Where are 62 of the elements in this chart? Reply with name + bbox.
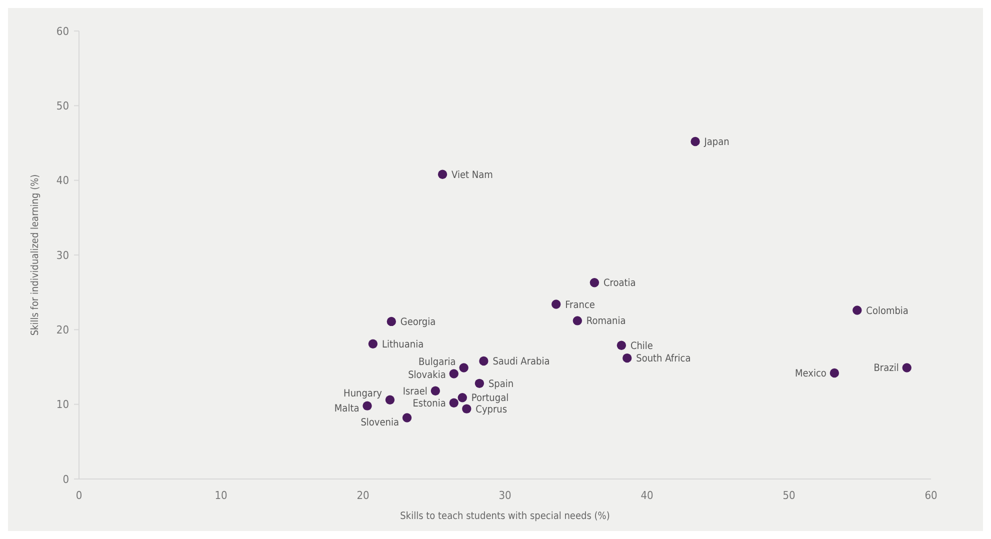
point	[590, 278, 600, 288]
x-tick-label: 0	[76, 489, 82, 502]
y-tick-label: 30	[56, 248, 69, 262]
point	[362, 401, 372, 410]
annotation: Brazil	[874, 363, 899, 374]
annotation: South Africa	[636, 354, 691, 365]
point	[449, 369, 458, 378]
point	[572, 316, 582, 326]
annotation: Spain	[488, 378, 514, 390]
annotation: Portugal	[471, 393, 509, 404]
point	[690, 136, 700, 146]
point	[616, 340, 626, 350]
y-tick-label: 10	[56, 398, 69, 412]
annotation: Japan	[703, 137, 730, 148]
x-tick-label: 40	[640, 489, 654, 502]
annotation: Slovenia	[360, 417, 400, 428]
point	[902, 363, 912, 372]
point	[430, 386, 440, 396]
annotation: Hungary	[344, 388, 383, 400]
x-tick-label: 50	[782, 489, 796, 502]
annotation: Lithuania	[382, 339, 424, 350]
annotation: Cyprus	[476, 404, 508, 416]
point	[368, 339, 378, 348]
annotation: Israel	[402, 386, 428, 398]
point	[462, 404, 472, 414]
point	[479, 356, 488, 366]
annotation: Croatia	[603, 278, 636, 290]
x-tick-label: 20	[356, 489, 370, 502]
annotation: Malta	[334, 403, 360, 414]
annotation: Chile	[630, 340, 654, 352]
y-tick-label: 40	[56, 174, 69, 188]
annotation: Slovakia	[408, 370, 446, 382]
annotation: Estonia	[412, 398, 446, 410]
x-tick-label: 10	[214, 489, 228, 502]
point	[449, 398, 458, 408]
annotation: Viet Nam	[452, 170, 493, 181]
y-axis-title: Skills for individualized learning (%)	[30, 174, 41, 336]
x-tick-label: 30	[498, 489, 512, 502]
y-tick-label: 0	[62, 472, 69, 486]
y-tick-label: 50	[56, 100, 69, 113]
x-axis-title: Skills to teach students with special needs (%)	[400, 511, 610, 522]
annotation: France	[565, 300, 596, 311]
point	[386, 316, 396, 326]
point	[474, 378, 484, 388]
annotation: Mexico	[795, 368, 827, 380]
annotation: Bulgaria	[418, 357, 456, 368]
annotation: Saudi Arabia	[492, 356, 550, 368]
point	[402, 413, 412, 422]
x-tick-label: 60	[924, 489, 938, 502]
annotation: Colombia	[866, 306, 908, 317]
y-tick-label: 60	[56, 24, 69, 38]
point	[622, 353, 632, 363]
point	[438, 170, 448, 179]
point	[385, 395, 395, 404]
y-tick-label: 20	[56, 324, 69, 337]
point	[552, 300, 561, 309]
point	[458, 393, 467, 402]
point	[830, 368, 840, 378]
annotation: Georgia	[400, 316, 436, 328]
annotation: Romania	[586, 316, 626, 328]
point	[852, 306, 862, 315]
point	[459, 363, 468, 372]
